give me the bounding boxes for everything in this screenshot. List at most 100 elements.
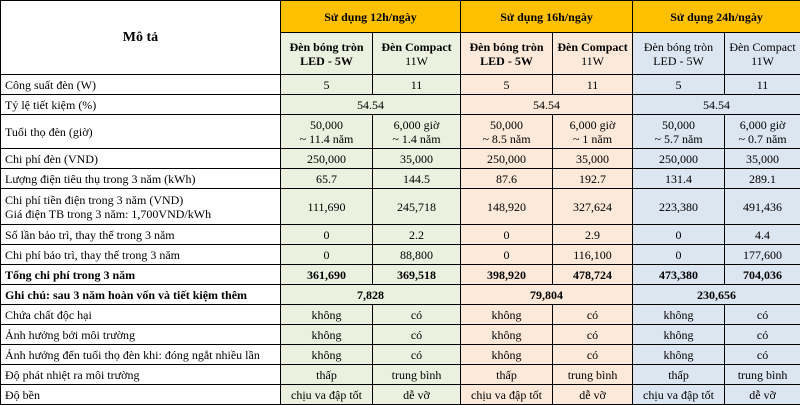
table-cell: có <box>373 325 461 345</box>
row-label: Ảnh hưởng bởi môi trường <box>1 325 281 345</box>
table-cell: 79,804 <box>461 285 633 305</box>
row-label: Ghi chú: sau 3 năm hoàn vốn và tiết kiệm… <box>1 285 281 305</box>
table-cell: 230,656 <box>633 285 800 305</box>
table-cell: 491,436 <box>725 189 800 225</box>
table-cell: 11 <box>553 75 633 95</box>
table-cell: 245,718 <box>373 189 461 225</box>
row-label: Chứa chất độc hại <box>1 305 281 325</box>
table-row-electricity-cost: Chi phí tiền điện trong 3 năm (VND)Giá đ… <box>1 189 800 225</box>
table-cell: 6,000 giờ~ 1 năm <box>553 115 633 149</box>
table-cell: 54.54 <box>281 95 461 115</box>
table-cell: không <box>281 325 373 345</box>
table-cell: 361,690 <box>281 265 373 285</box>
table-cell: 223,380 <box>633 189 725 225</box>
lamp-led-header: Đèn bóng tròn LED - 5W <box>633 33 725 75</box>
table-cell: 5 <box>281 75 373 95</box>
table-cell: 0 <box>633 245 725 265</box>
table-cell: dễ vỡ <box>553 385 633 405</box>
table-cell: không <box>461 325 553 345</box>
table-cell: 6,000 giờ~ 1.4 năm <box>373 115 461 149</box>
group-header-24h: Sử dụng 24h/ngày <box>633 1 800 33</box>
table-cell: có <box>725 345 800 365</box>
table-cell: 0 <box>281 225 373 245</box>
table-row-maintenance-count: Số lần bảo trì, thay thế trong 3 năm 0 2… <box>1 225 800 245</box>
row-label: Tuổi thọ đèn (giờ) <box>1 115 281 149</box>
table-cell: 35,000 <box>373 149 461 169</box>
table-cell: 11 <box>373 75 461 95</box>
table-cell: có <box>553 325 633 345</box>
table-cell: không <box>633 345 725 365</box>
table-cell: dễ vỡ <box>725 385 800 405</box>
table-cell: 0 <box>281 245 373 265</box>
table-row-total: Tổng chi phí trong 3 năm 361,690 369,518… <box>1 265 800 285</box>
table-cell: 54.54 <box>633 95 800 115</box>
table-cell: 177,600 <box>725 245 800 265</box>
table-cell: 7,828 <box>281 285 461 305</box>
row-label: Độ phát nhiệt ra môi trường <box>1 365 281 385</box>
table-cell: 54.54 <box>461 95 633 115</box>
table-cell: 289.1 <box>725 169 800 189</box>
table-cell: 88,800 <box>373 245 461 265</box>
table-cell: 369,518 <box>373 265 461 285</box>
table-cell: chịu va đập tốt <box>281 385 373 405</box>
table-cell: 478,724 <box>553 265 633 285</box>
table-cell: 35,000 <box>725 149 800 169</box>
table-cell: có <box>725 325 800 345</box>
table-cell: có <box>373 305 461 325</box>
table-cell: 148,920 <box>461 189 553 225</box>
table-row-power: Công suất đèn (W) 5 11 5 11 5 11 <box>1 75 800 95</box>
table-cell: 131.4 <box>633 169 725 189</box>
table-row-switching: Ảnh hưởng đến tuổi thọ đèn khi: đóng ngắ… <box>1 345 800 365</box>
table-cell: 0 <box>461 245 553 265</box>
table-row-durability: Độ bền chịu va đập tốt dễ vỡ chịu va đập… <box>1 385 800 405</box>
table-row-energy: Lượng điện tiêu thụ trong 3 năm (kWh) 65… <box>1 169 800 189</box>
table-cell: 250,000 <box>461 149 553 169</box>
table-row-environment: Ảnh hưởng bởi môi trường không có không … <box>1 325 800 345</box>
table-cell: có <box>553 305 633 325</box>
row-label: Số lần bảo trì, thay thế trong 3 năm <box>1 225 281 245</box>
table-cell: 0 <box>461 225 553 245</box>
table-cell: trung bình <box>725 365 800 385</box>
lamp-led-header: Đèn bóng tròn LED - 5W <box>281 33 373 75</box>
table-cell: 50,000~ 8.5 năm <box>461 115 553 149</box>
table-cell: 144.5 <box>373 169 461 189</box>
table-cell: trung bình <box>553 365 633 385</box>
table-cell: 250,000 <box>633 149 725 169</box>
table-cell: không <box>633 325 725 345</box>
table-row-saving: Tỷ lệ tiết kiệm (%) 54.54 54.54 54.54 <box>1 95 800 115</box>
table-cell: 2.9 <box>553 225 633 245</box>
table-cell: không <box>461 345 553 365</box>
table-cell: 50,000~ 5.7 năm <box>633 115 725 149</box>
table-row-note: Ghi chú: sau 3 năm hoàn vốn và tiết kiệm… <box>1 285 800 305</box>
row-label: Lượng điện tiêu thụ trong 3 năm (kWh) <box>1 169 281 189</box>
table-cell: 87.6 <box>461 169 553 189</box>
table-cell: 327,624 <box>553 189 633 225</box>
table-cell: 4.4 <box>725 225 800 245</box>
table-cell: 116,100 <box>553 245 633 265</box>
row-label: Ảnh hưởng đến tuổi thọ đèn khi: đóng ngắ… <box>1 345 281 365</box>
table-cell: 5 <box>461 75 553 95</box>
table-row-heat: Độ phát nhiệt ra môi trường thấp trung b… <box>1 365 800 385</box>
table-cell: không <box>633 305 725 325</box>
table-cell: 398,920 <box>461 265 553 285</box>
table-cell: 111,690 <box>281 189 373 225</box>
row-label: Tổng chi phí trong 3 năm <box>1 265 281 285</box>
table-row-toxic: Chứa chất độc hại không có không có khôn… <box>1 305 800 325</box>
row-label: Chi phí tiền điện trong 3 năm (VND)Giá đ… <box>1 189 281 225</box>
table-cell: dễ vỡ <box>373 385 461 405</box>
table-row-life: Tuổi thọ đèn (giờ) 50,000~ 11.4 năm 6,00… <box>1 115 800 149</box>
header-row-groups: Mô tả Sử dụng 12h/ngày Sử dụng 16h/ngày … <box>1 1 800 33</box>
group-header-12h: Sử dụng 12h/ngày <box>281 1 461 33</box>
row-label: Công suất đèn (W) <box>1 75 281 95</box>
lamp-led-header: Đèn bóng tròn LED - 5W <box>461 33 553 75</box>
table-cell: 6,000 giờ~ 0.7 năm <box>725 115 800 149</box>
table-cell: 11 <box>725 75 800 95</box>
table-cell: không <box>461 305 553 325</box>
description-header: Mô tả <box>1 1 281 75</box>
table-cell: 250,000 <box>281 149 373 169</box>
table-cell: không <box>281 305 373 325</box>
